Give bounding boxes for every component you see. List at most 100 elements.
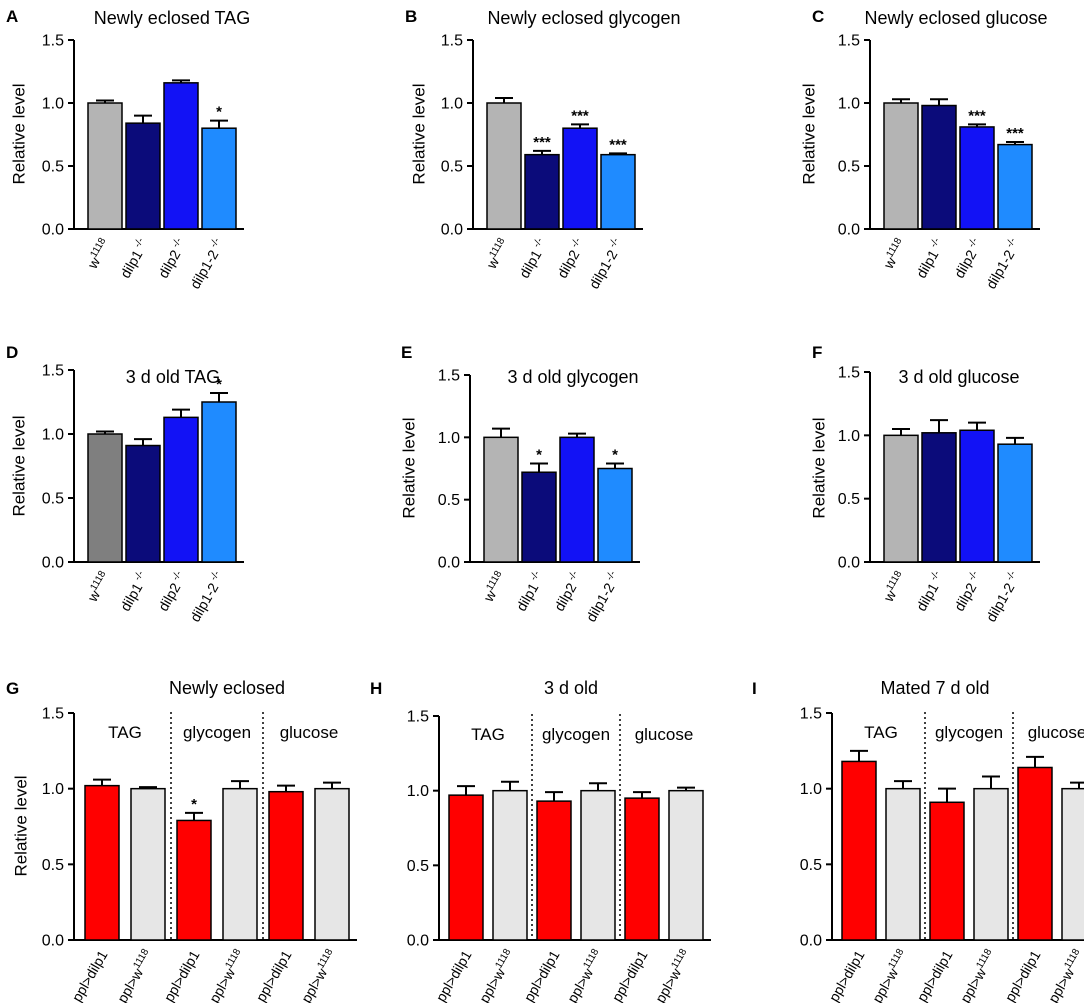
y-tick-label: 1.0 [438,430,460,447]
group-label: glycogen [183,723,251,742]
panel-d: D 3 d old TAG Relative level 0.0 0.5 1.0 1.5 w1… [6,343,244,624]
x-tick-base: ppl>dilp1 [161,947,203,1003]
x-tick-superscript: 1118 [88,236,108,260]
group-label: glucose [280,723,339,742]
bar [524,153,560,230]
x-tick-base: dilp2 [554,247,583,281]
y-tick-label: 0.0 [438,555,460,572]
x-tick-base: dilp1 [513,580,542,614]
significance-marker: * [612,447,618,464]
x-tick-superscript: -/- [207,569,223,585]
x-tick-label: dilp1 -/- [515,236,551,281]
x-tick-base: ppl>dilp1 [609,947,651,1003]
x-tick-label: dilp2 -/- [550,569,586,614]
x-tick-superscript: 1118 [88,569,108,593]
x-tick-label: ppl>dilp1 [69,947,111,1003]
x-tick-superscript: 1118 [223,947,243,971]
x-tick-label: w1118 [83,236,114,272]
x-tick-base: dilp1 [117,580,146,614]
x-tick-superscript: -/- [565,569,581,585]
y-axis-label: Relative level [9,415,28,516]
bar [84,784,120,941]
panel-letter: B [405,7,417,26]
x-tick-base: dilp2 [951,247,980,281]
bar [201,127,237,230]
x-tick-label: w1118 [482,236,513,272]
panel-c: C Newly eclosed glucose Relative level 0.0 0… [799,7,1047,291]
y-tick-label: 1.0 [838,428,860,445]
y-tick-label: 1.0 [42,96,64,113]
panel-letter: G [6,679,19,698]
bar [1061,787,1084,941]
chart-title: Newly eclosed TAG [94,8,250,28]
x-tick-base: dilp1-2 [187,580,222,625]
significance-marker: *** [571,107,589,124]
y-axis-label: Relative level [9,83,28,184]
bar [486,102,522,230]
x-tick-superscript: -/- [603,569,619,585]
x-tick-base: dilp1-2 [187,247,222,292]
y-tick-label: 0.0 [800,933,822,950]
bar [929,801,965,941]
y-tick-label: 1.5 [407,709,429,726]
bar [959,126,995,230]
significance-marker: *** [1006,125,1024,142]
x-tick-label: dilp1 -/- [116,236,152,281]
x-tick-label: dilp2 -/- [950,569,986,614]
x-tick-label: ppl>w1118 [205,947,249,1003]
x-tick-label: w1118 [83,569,114,605]
x-tick-base: dilp1 [516,247,545,281]
panel-b: B Newly eclosed glycogen Relative level 0.0… [405,7,681,291]
y-tick-label: 0.0 [441,222,463,239]
x-tick-label: dilp1-2 -/- [585,236,627,291]
y-tick-label: 0.0 [42,933,64,950]
x-tick-base: dilp1 [913,580,942,614]
x-tick-label: dilp1 -/- [912,236,948,281]
x-tick-superscript: 1118 [581,947,601,971]
significance-marker: *** [968,107,986,124]
chart-title: 3 d old [544,678,598,698]
group-label: TAG [864,723,898,742]
panel-letter: D [6,343,18,362]
x-tick-label: dilp1 -/- [912,569,948,614]
panel-i: I Mated 7 d old 0.0 0.5 1.0 1.5 TAG glycogen glu… [752,678,1084,1003]
y-axis-label: Relative level [409,83,428,184]
x-tick-label: ppl>dilp1 [521,947,563,1003]
x-tick-label: ppl>dilp1 [433,947,475,1003]
x-tick-base: dilp1 [117,247,146,281]
x-tick-label: ppl>w1118 [1044,947,1084,1003]
x-tick-base: ppl>dilp1 [433,947,475,1003]
y-tick-label: 1.5 [42,33,64,50]
panel-letter: A [6,7,18,26]
y-axis-label: Relative level [11,775,30,876]
y-tick-label: 1.5 [838,365,860,382]
bar [536,800,572,941]
x-tick-base: ppl>w [869,965,902,1003]
bar [921,432,957,563]
x-tick-base: dilp1-2 [586,247,621,292]
x-tick-superscript: -/- [1003,569,1019,585]
x-tick-label: ppl>dilp1 [253,947,295,1003]
y-tick-label: 0.5 [438,492,460,509]
bar [921,104,957,230]
y-tick-label: 0.5 [838,491,860,508]
bar [125,444,161,563]
x-tick-superscript: -/- [1003,236,1019,252]
x-tick-label: ppl>w1118 [868,947,912,1003]
significance-marker: *** [609,136,627,153]
x-tick-superscript: 1118 [131,947,151,971]
x-tick-superscript: 1118 [884,236,904,260]
y-tick-label: 1.0 [838,96,860,113]
bar [268,790,304,941]
x-tick-superscript: -/- [169,236,185,252]
bar [597,467,633,563]
bar [624,797,660,941]
bar [668,789,704,941]
x-tick-superscript: -/- [606,236,622,252]
x-tick-label: ppl>w1118 [297,947,341,1003]
panel-letter: H [370,679,382,698]
x-tick-label: ppl>w1118 [475,947,519,1003]
x-tick-label: ppl>dilp1 [914,947,956,1003]
x-tick-label: dilp2 -/- [553,236,589,281]
